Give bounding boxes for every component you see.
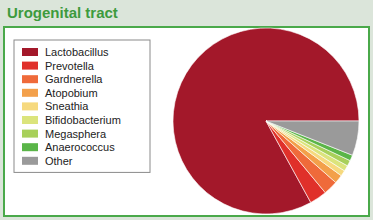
legend-swatch [22,116,38,124]
legend-swatch [22,143,38,151]
chart: Urogenital tract Lactobacillus PrevotellaG… [0,0,373,220]
slice [173,28,359,214]
legend-label: Megasphera [45,128,107,140]
panel [4,27,369,216]
legend-label: Bifidobacterium [45,114,121,126]
legend-item: Bifidobacterium [22,114,121,126]
legend-swatch [22,62,38,70]
legend-label: Sneathia [45,100,89,112]
legend-item: Gardnerella [22,73,103,85]
legend-item: Prevotella [22,60,95,72]
pie [173,28,359,214]
legend-label: Anaerococcus [45,141,115,153]
legend-swatch [22,157,38,165]
legend-item: Sneathia [22,100,89,112]
title: Urogenital tract [7,4,118,21]
legend-item: Lactobacillus [22,46,109,58]
background [0,0,373,220]
legend: Lactobacillus PrevotellaGardnerella Atopob… [14,40,150,172]
legend-item: Other [22,155,73,167]
legend-label: Prevotella [45,60,95,72]
legend-box [14,40,150,172]
legend-item: Anaerococcus [22,141,115,153]
slice [266,121,359,155]
legend-swatch [22,130,38,138]
legend-swatch [22,75,38,83]
legend-label: Lactobacillus [45,46,109,58]
legend-swatch [22,48,38,56]
legend-swatch [22,102,38,110]
legend-label: Other [45,155,73,167]
legend-item: Megasphera [22,128,107,140]
legend-item: Atopobium [22,87,98,99]
legend-swatch [22,89,38,97]
legend-label: Atopobium [45,87,98,99]
legend-label: Gardnerella [45,73,103,85]
